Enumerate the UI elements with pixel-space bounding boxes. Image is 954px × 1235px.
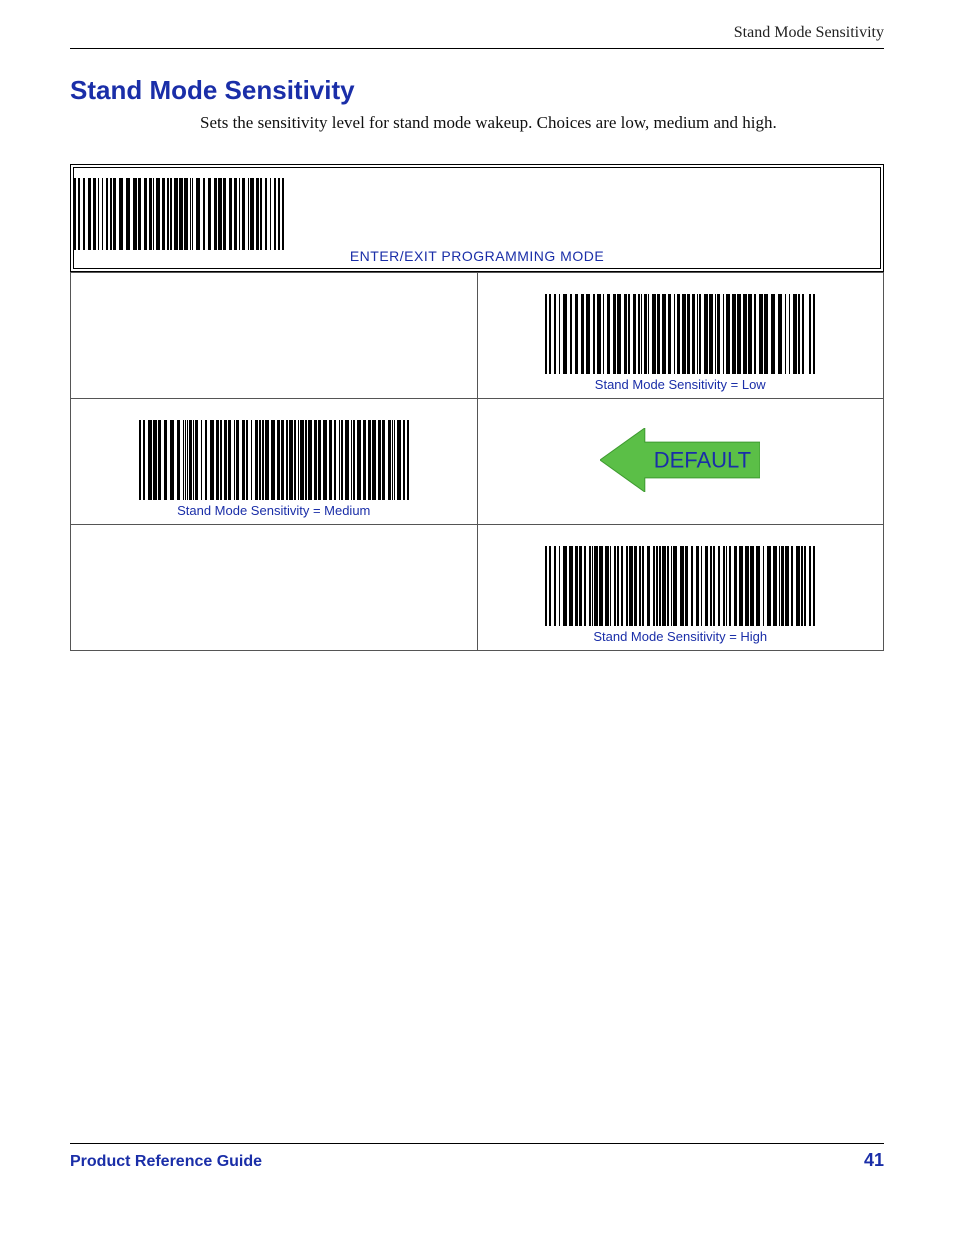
barcode-medium <box>139 420 409 500</box>
label-high: Stand Mode Sensitivity = High <box>484 629 878 644</box>
grid-cell-empty-2 <box>71 525 478 651</box>
section-intro: Sets the sensitivity level for stand mod… <box>200 112 884 134</box>
options-grid: Stand Mode Sensitivity = Low Stand Mode … <box>70 272 884 651</box>
page-number: 41 <box>864 1150 884 1171</box>
running-header: Stand Mode Sensitivity <box>70 24 884 49</box>
running-title: Stand Mode Sensitivity <box>734 24 884 41</box>
footer-title: Product Reference Guide <box>70 1153 262 1171</box>
grid-cell-empty-1 <box>71 273 478 399</box>
grid-cell-high: Stand Mode Sensitivity = High <box>477 525 884 651</box>
label-medium: Stand Mode Sensitivity = Medium <box>77 503 471 518</box>
label-low: Stand Mode Sensitivity = Low <box>484 377 878 392</box>
barcode-low <box>545 294 815 374</box>
grid-cell-low: Stand Mode Sensitivity = Low <box>477 273 884 399</box>
svg-text:DEFAULT: DEFAULT <box>654 448 751 473</box>
programming-mode-box: ENTER/EXIT PROGRAMMING MODE <box>70 164 884 272</box>
page-footer: Product Reference Guide 41 <box>70 1143 884 1171</box>
programming-barcode <box>74 178 880 250</box>
programming-label: ENTER/EXIT PROGRAMMING MODE <box>74 248 880 264</box>
default-arrow-icon: DEFAULT <box>600 428 760 497</box>
section-title: Stand Mode Sensitivity <box>70 75 884 106</box>
barcode-high <box>545 546 815 626</box>
grid-cell-default-arrow: DEFAULT <box>477 399 884 525</box>
grid-cell-medium: Stand Mode Sensitivity = Medium <box>71 399 478 525</box>
